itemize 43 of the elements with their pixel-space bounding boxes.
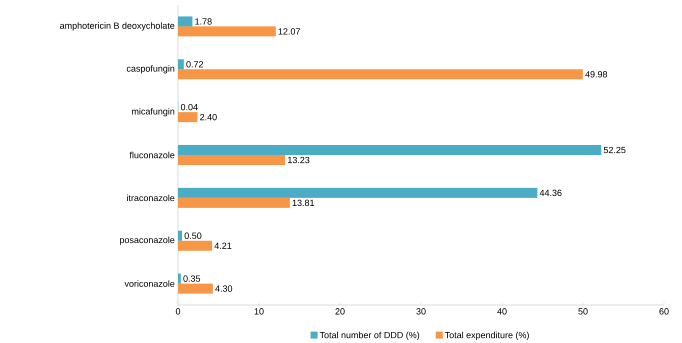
bar [178, 284, 213, 294]
data-label: 13.81 [292, 200, 314, 206]
bar [178, 16, 192, 26]
x-tick-label: 60 [659, 308, 669, 315]
y-tick-label: amphotericin B deoxycholate [60, 22, 174, 31]
x-tick-label: 30 [416, 308, 426, 315]
data-label: 2.40 [200, 114, 217, 120]
data-label: 0.04 [180, 104, 198, 110]
legend-label: Total expenditure (%) [444, 332, 529, 340]
bar [178, 155, 286, 165]
x-tick-label: 0 [176, 308, 180, 315]
legend-label: Total number of DDD (%) [320, 332, 420, 340]
data-label: 13.23 [288, 156, 310, 164]
data-label: 49.98 [585, 71, 608, 78]
bar [178, 112, 198, 122]
bar [178, 69, 583, 80]
y-tick-label: micafungin [132, 108, 174, 116]
y-tick-label: posaconazole [120, 236, 174, 245]
data-label: 4.21 [214, 242, 232, 249]
x-tick-label: 50 [578, 308, 588, 315]
x-tick-label: 10 [254, 308, 264, 315]
y-tick-label: voriconazole [124, 280, 174, 287]
bar [178, 188, 538, 198]
x-tick-label: 40 [497, 308, 507, 315]
x-tick-label: 20 [335, 308, 345, 315]
bar [178, 145, 602, 155]
bar [178, 240, 212, 251]
bar [178, 59, 184, 70]
data-label: 0.50 [184, 232, 202, 239]
bar [178, 26, 276, 36]
bar [178, 274, 181, 284]
y-tick-label: caspofungin [126, 65, 174, 74]
data-label: 44.36 [540, 190, 562, 196]
data-label: 0.35 [183, 275, 200, 282]
bar [178, 230, 182, 241]
data-label: 52.25 [604, 146, 626, 154]
bar [178, 198, 290, 208]
y-tick-label: itraconazole [127, 194, 174, 202]
data-label: 0.72 [186, 61, 204, 68]
y-tick-label: fluconazole [130, 152, 174, 158]
data-label: 1.78 [195, 18, 212, 25]
data-label: 4.30 [215, 285, 232, 292]
data-label: 12.07 [278, 28, 300, 35]
